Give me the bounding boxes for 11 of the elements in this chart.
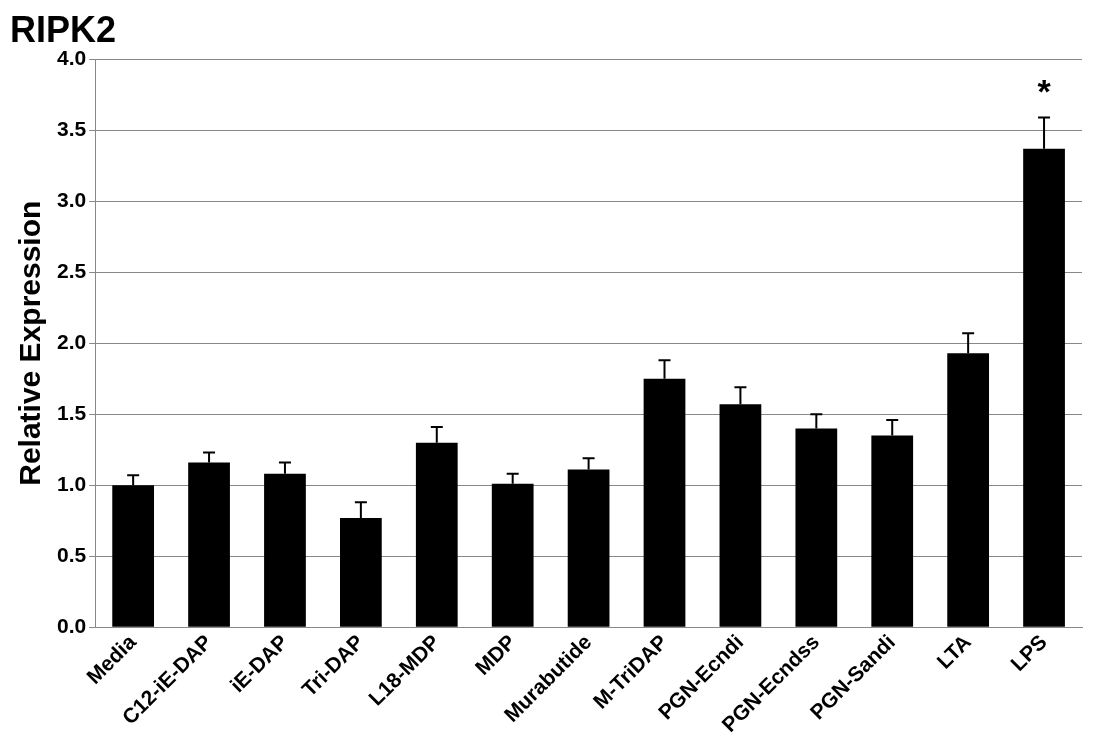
y-tick-label: 1.0	[56, 472, 87, 496]
y-tick-label: 0.5	[56, 543, 87, 567]
y-axis-title: Relative Expression	[13, 200, 47, 486]
annotation: *	[1037, 71, 1052, 110]
y-tick-label: 2.5	[56, 259, 87, 283]
y-tick-label: 0.0	[56, 614, 87, 638]
y-tick-label: 3.0	[56, 188, 87, 212]
y-tick-label: 3.5	[56, 117, 87, 140]
y-tick-label: 2.0	[56, 330, 87, 354]
x-tick-label: LTA	[932, 629, 976, 673]
y-tick-label: 1.5	[56, 401, 87, 425]
